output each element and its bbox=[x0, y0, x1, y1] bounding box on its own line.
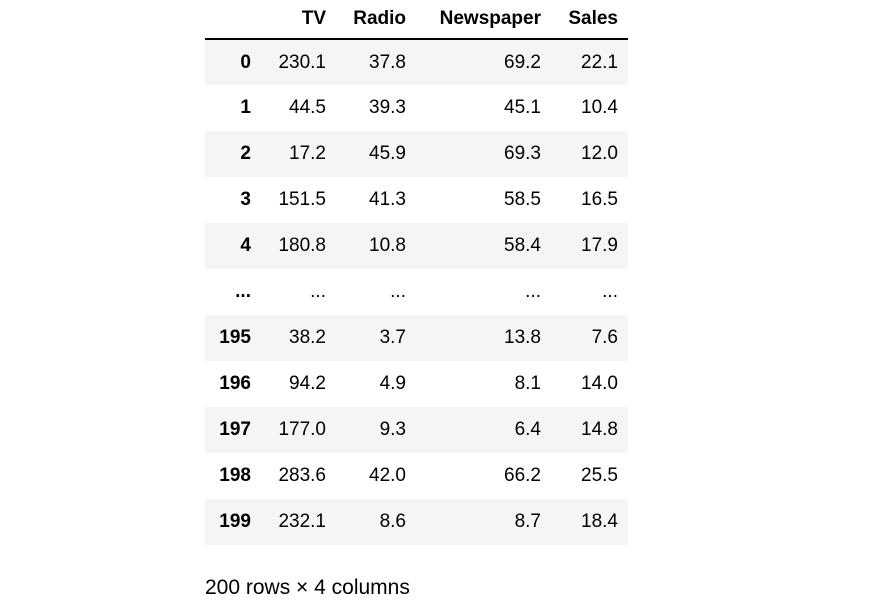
table-cell: 22.1 bbox=[581, 51, 618, 73]
table-cell: 58.4 bbox=[504, 235, 541, 256]
table-row: 198 283.6 42.0 66.2 25.5 bbox=[205, 453, 628, 499]
table-cell: 232.1 bbox=[278, 511, 326, 532]
table-cell: 177.0 bbox=[278, 419, 326, 440]
table-cell: 38.2 bbox=[289, 327, 326, 348]
table-row: 0 230.1 37.8 69.2 22.1 bbox=[205, 39, 628, 85]
table-row: 3 151.5 41.3 58.5 16.5 bbox=[205, 177, 628, 223]
row-index: ... bbox=[235, 281, 251, 302]
table-cell: ... bbox=[602, 281, 618, 302]
table-cell: 16.5 bbox=[581, 189, 618, 210]
row-index: 4 bbox=[240, 235, 251, 256]
row-index: 2 bbox=[240, 143, 251, 164]
row-index: 3 bbox=[240, 189, 251, 210]
row-index: 1 bbox=[240, 97, 251, 118]
table-cell: 8.6 bbox=[379, 511, 406, 532]
table-cell: 18.4 bbox=[581, 511, 618, 532]
table-row: 195 38.2 3.7 13.8 7.6 bbox=[205, 315, 628, 361]
table-cell: 151.5 bbox=[278, 189, 326, 210]
table-cell: 17.2 bbox=[289, 143, 326, 164]
table-cell: ... bbox=[525, 281, 541, 302]
column-header: Sales bbox=[551, 0, 628, 40]
table-row: 1 44.5 39.3 45.1 10.4 bbox=[205, 85, 628, 131]
table-body: 0 230.1 37.8 69.2 22.1 1 44.5 39.3 45.1 10.4 2 17.2… bbox=[205, 39, 628, 545]
column-header: TV bbox=[261, 0, 336, 40]
table-cell: 44.5 bbox=[289, 97, 326, 118]
table-cell: 39.3 bbox=[369, 97, 406, 118]
table-cell: 45.1 bbox=[504, 97, 541, 118]
table-cell: 4.9 bbox=[379, 373, 406, 394]
table-cell: 230.1 bbox=[278, 51, 326, 73]
row-index: 196 bbox=[219, 373, 251, 394]
row-index: 195 bbox=[219, 327, 251, 348]
row-index: 199 bbox=[219, 511, 251, 532]
table-cell: 9.3 bbox=[379, 419, 406, 440]
row-index: 0 bbox=[240, 51, 251, 73]
table-cell: 14.8 bbox=[581, 419, 618, 440]
row-index: 197 bbox=[219, 419, 251, 440]
table-cell: 42.0 bbox=[369, 465, 406, 486]
table-cell: 7.6 bbox=[591, 327, 618, 348]
table-row: ............... bbox=[205, 269, 628, 315]
column-header: Newspaper bbox=[416, 0, 551, 40]
table-cell: ... bbox=[310, 281, 326, 302]
table-cell: 58.5 bbox=[504, 189, 541, 210]
row-index: 198 bbox=[219, 465, 251, 486]
table-cell: 69.2 bbox=[504, 51, 541, 73]
table-cell: 41.3 bbox=[369, 189, 406, 210]
table-cell: 8.7 bbox=[514, 511, 541, 532]
table-cell: 10.4 bbox=[581, 97, 618, 118]
table-cell: 37.8 bbox=[369, 51, 406, 73]
index-header bbox=[205, 0, 261, 40]
table-cell: 66.2 bbox=[504, 465, 541, 486]
table-row: 2 17.2 45.9 69.3 12.0 bbox=[205, 131, 628, 177]
table-cell: 13.8 bbox=[504, 327, 541, 348]
table-cell: 69.3 bbox=[504, 143, 541, 164]
dataframe-table: TV Radio Newspaper Sales 0 230.1 37.8 69.2 22.1… bbox=[205, 0, 628, 545]
table-row: 199 232.1 8.6 8.7 18.4 bbox=[205, 499, 628, 545]
table-cell: 14.0 bbox=[581, 373, 618, 394]
table-cell: 6.4 bbox=[514, 419, 541, 440]
table-row: 4 180.8 10.8 58.4 17.9 bbox=[205, 223, 628, 269]
table-cell: 94.2 bbox=[289, 373, 326, 394]
table-cell: 180.8 bbox=[278, 235, 326, 256]
table-cell: 17.9 bbox=[581, 235, 618, 256]
table-cell: 25.5 bbox=[581, 465, 618, 486]
table-header: TV Radio Newspaper Sales bbox=[205, 0, 628, 40]
table-cell: 8.1 bbox=[514, 373, 541, 394]
table-cell: 12.0 bbox=[581, 143, 618, 164]
table-cell: 45.9 bbox=[369, 143, 406, 164]
table-cell: 283.6 bbox=[278, 465, 326, 486]
column-header: Radio bbox=[336, 0, 416, 40]
table-row: 196 94.2 4.9 8.1 14.0 bbox=[205, 361, 628, 407]
table-row: 197 177.0 9.3 6.4 14.8 bbox=[205, 407, 628, 453]
table-cell: ... bbox=[390, 281, 406, 302]
table-cell: 10.8 bbox=[369, 235, 406, 256]
table-shape-caption: 200 rows × 4 columns bbox=[205, 576, 410, 599]
table-cell: 3.7 bbox=[379, 327, 406, 348]
